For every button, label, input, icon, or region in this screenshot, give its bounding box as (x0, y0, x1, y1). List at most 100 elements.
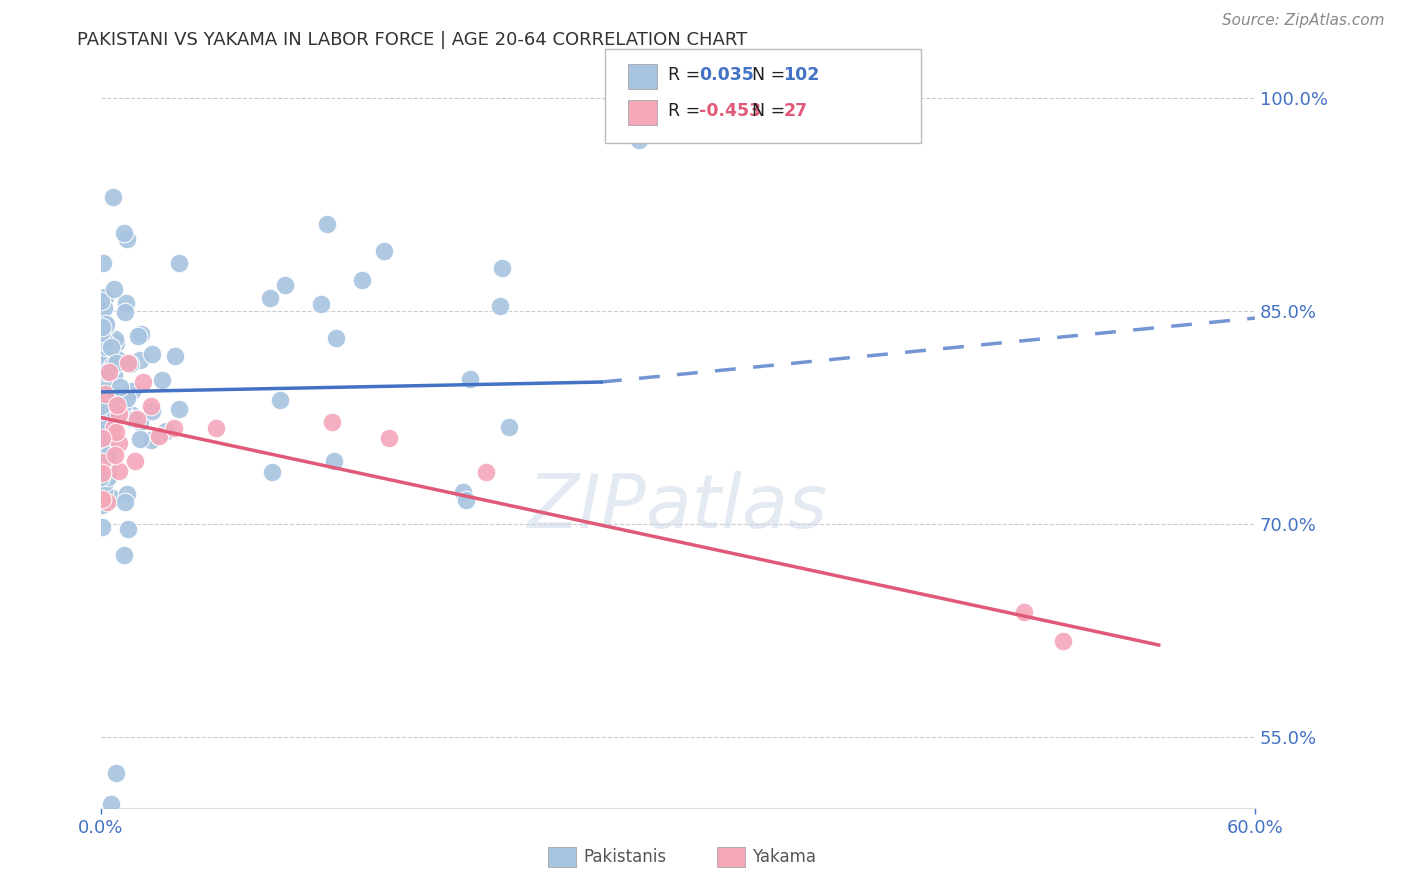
Point (325, 330, 347, 344)
Point (311, 297, 333, 311)
Text: Pakistanis: Pakistanis (583, 848, 666, 866)
Text: 27: 27 (783, 103, 807, 120)
Point (91, 256, 114, 270)
Point (90, 326, 112, 341)
Point (122, 411, 145, 425)
Point (91, 343, 114, 358)
Point (93, 483, 115, 498)
Point (98, 400, 121, 414)
Text: PAKISTANI VS YAKAMA IN LABOR FORCE | AGE 20-64 CORRELATION CHART: PAKISTANI VS YAKAMA IN LABOR FORCE | AGE… (77, 31, 748, 49)
Point (94, 475, 117, 489)
Point (1052, 633, 1074, 648)
Point (103, 368, 125, 383)
Point (127, 412, 149, 426)
Point (150, 373, 173, 387)
Text: -0.453: -0.453 (699, 103, 761, 120)
Point (100, 431, 122, 445)
Point (97, 365, 120, 379)
Point (121, 408, 143, 422)
Point (117, 356, 139, 370)
Point (93, 408, 115, 422)
Point (96, 494, 118, 508)
Point (1012, 605, 1035, 619)
Point (163, 421, 186, 435)
Point (115, 296, 138, 310)
Text: R =: R = (668, 103, 706, 120)
Point (94, 318, 117, 333)
Point (96, 454, 118, 468)
Text: N =: N = (752, 103, 792, 120)
Point (90, 411, 112, 425)
Point (167, 255, 190, 269)
Point (90, 470, 112, 484)
Point (96, 397, 118, 411)
Point (94, 340, 117, 354)
Point (105, 388, 128, 402)
Point (91, 520, 114, 534)
Text: R =: R = (668, 67, 706, 85)
Point (454, 492, 477, 507)
Point (93, 388, 115, 402)
Point (373, 244, 395, 259)
Point (115, 392, 138, 406)
Point (105, 398, 128, 412)
Point (93, 351, 115, 366)
Point (90, 498, 112, 512)
Point (316, 217, 339, 231)
Point (103, 282, 125, 296)
Point (105, 335, 128, 350)
Point (101, 491, 124, 505)
Point (491, 261, 513, 276)
Point (148, 429, 170, 443)
Point (94, 335, 117, 350)
Point (91, 431, 114, 445)
Point (94, 289, 117, 303)
Point (93, 402, 115, 417)
Point (128, 415, 150, 429)
Point (96, 467, 118, 482)
Point (129, 432, 152, 446)
Point (108, 380, 131, 394)
Point (90, 466, 112, 480)
Point (205, 421, 228, 435)
Point (90, 455, 112, 469)
Point (90, 426, 112, 441)
Point (259, 291, 281, 305)
Point (262, 465, 284, 479)
Point (93, 422, 115, 436)
Point (108, 436, 131, 450)
Point (98, 387, 121, 401)
Text: 102: 102 (783, 67, 820, 85)
Point (458, 372, 481, 386)
Point (115, 232, 138, 246)
Point (104, 425, 127, 439)
Point (129, 353, 152, 368)
Point (101, 359, 124, 373)
Point (100, 797, 122, 812)
Point (94, 365, 117, 379)
Point (94, 422, 117, 436)
Point (163, 349, 186, 363)
Point (112, 226, 135, 240)
Point (105, 356, 128, 370)
Point (97, 459, 120, 474)
Point (91, 491, 114, 506)
Point (115, 487, 138, 501)
Point (90, 439, 112, 453)
Point (110, 407, 132, 421)
Point (141, 404, 163, 418)
Point (121, 384, 143, 399)
Point (453, 485, 475, 500)
Point (167, 402, 190, 417)
Point (101, 419, 124, 434)
Point (498, 420, 520, 434)
Point (100, 374, 122, 388)
Point (112, 548, 135, 562)
Point (94, 317, 117, 331)
Point (378, 431, 401, 445)
Point (273, 277, 295, 292)
Point (352, 273, 374, 287)
Point (90, 293, 112, 308)
Text: Yakama: Yakama (752, 848, 817, 866)
Point (104, 448, 127, 462)
